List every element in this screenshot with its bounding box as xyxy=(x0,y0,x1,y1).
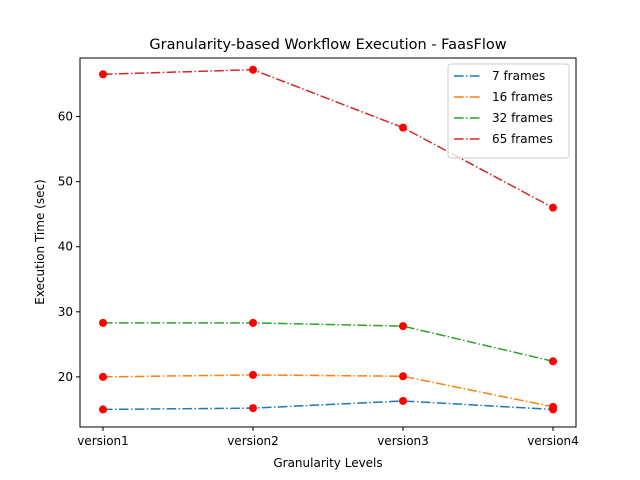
data-point xyxy=(99,405,107,414)
data-point xyxy=(249,65,257,74)
x-tick-label: version4 xyxy=(527,434,579,448)
series-line xyxy=(102,400,554,411)
x-axis-label: Granularity Levels xyxy=(273,456,382,470)
data-point xyxy=(99,318,107,327)
data-point xyxy=(399,322,407,331)
data-point xyxy=(549,203,557,212)
series-line xyxy=(102,68,554,209)
legend-label: 16 frames xyxy=(492,90,553,104)
y-axis: 20 30 40 50 60 xyxy=(58,110,80,384)
y-tick-label: 50 xyxy=(58,175,73,189)
series-line xyxy=(103,322,554,363)
x-tick-label: version2 xyxy=(227,434,279,448)
plot-area xyxy=(99,65,557,414)
y-tick-label: 40 xyxy=(58,240,73,254)
legend-label: 7 frames xyxy=(492,69,545,83)
x-axis: version1 version2 version3 version4 xyxy=(77,427,579,448)
data-point xyxy=(99,372,107,381)
legend-box xyxy=(447,63,570,159)
data-point xyxy=(399,372,407,381)
y-tick-label: 20 xyxy=(58,370,73,384)
plot-frame xyxy=(79,57,577,428)
data-point xyxy=(249,318,257,327)
legend-label: 65 frames xyxy=(492,132,553,146)
data-point xyxy=(249,370,257,379)
y-axis-label: Execution Time (sec) xyxy=(33,179,47,304)
data-point xyxy=(399,123,407,132)
data-point xyxy=(249,404,257,413)
x-tick-label: version1 xyxy=(77,434,129,448)
y-tick-label: 30 xyxy=(58,305,73,319)
data-point xyxy=(99,70,107,79)
data-point xyxy=(549,402,557,411)
data-point xyxy=(549,357,557,366)
chart-title: Granularity-based Workflow Execution - F… xyxy=(149,37,506,53)
x-tick-label: version3 xyxy=(377,434,429,448)
legend: 7 frames 16 frames 32 frames 65 frames xyxy=(447,63,570,159)
data-point xyxy=(399,396,407,405)
series-line xyxy=(102,374,554,408)
legend-label: 32 frames xyxy=(492,111,553,125)
y-tick-label: 60 xyxy=(58,110,73,124)
